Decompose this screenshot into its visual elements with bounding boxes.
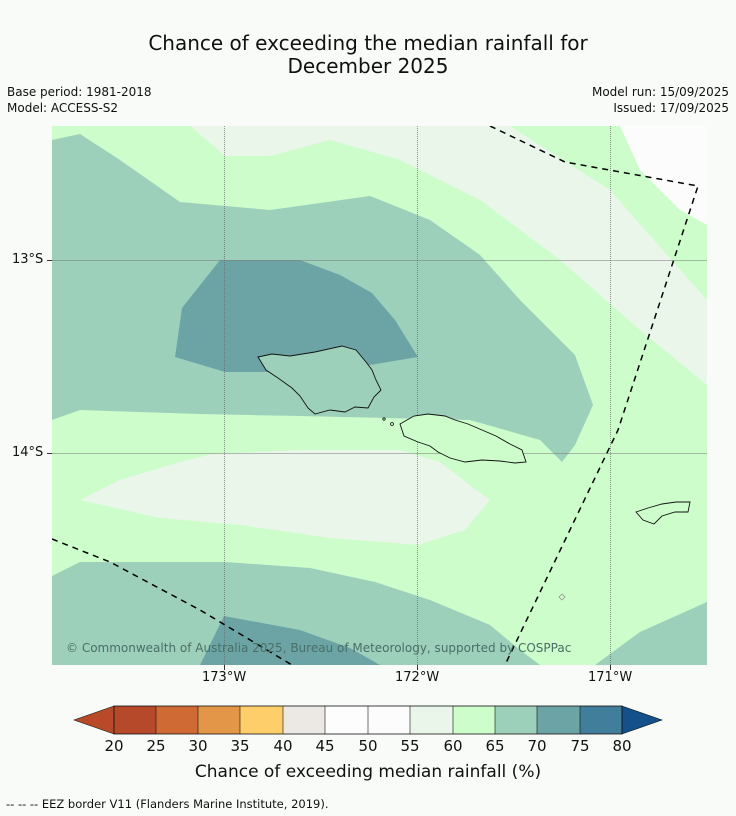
colorbar-tick-75: 75 [570,737,590,755]
colorbar-extend-high [621,705,663,735]
eez-border-west [52,538,293,665]
colorbar-dividers [155,706,581,734]
map-plot-area [52,126,707,665]
colorbar-label: Chance of exceeding median rainfall (%) [194,762,542,782]
colorbar-bin-65-70 [495,706,537,734]
contour-65-70-south [52,562,540,665]
island-rose [558,593,566,601]
colorbar-tick-80: 80 [612,737,632,755]
colorbar-bin-60-65 [453,706,495,734]
lon-label-172w: 172°W [395,670,440,685]
island-small-1 [382,417,386,421]
colorbar-tick-25: 25 [146,737,166,755]
lon-label-171w: 171°W [588,670,633,685]
colorbar-bin-40-45 [283,706,325,734]
colorbar-bin-55-60 [410,706,453,734]
colorbar-tick-60: 60 [443,737,463,755]
meta-left: Base period: 1981-2018 Model: ACCESS-S2 [7,84,152,116]
colorbar-bin-35-40 [240,706,283,734]
colorbar-bin-25-30 [156,706,198,734]
copyright-notice: © Commonwealth of Australia 2025, Bureau… [66,641,572,655]
colorbar-bin-30-35 [198,706,240,734]
eez-border-east [489,126,699,665]
colorbar-tick-20: 20 [104,737,124,755]
map-title-line1: Chance of exceeding the median rainfall … [148,31,588,55]
model-run: Model run: 15/09/2025 [591,85,729,99]
colorbar-bin-50-55 [368,706,410,734]
colorbar-bin-20-25 [114,706,156,734]
base-period: Base period: 1981-2018 [7,85,152,99]
colorbar-tick-45: 45 [315,737,335,755]
colorbar-tick-30: 30 [188,737,208,755]
map-title-line2: December 2025 [287,54,449,78]
colorbar-tick-65: 65 [485,737,505,755]
contour-70-75-south [200,616,380,665]
lat-label-13s: 13°S [12,252,44,267]
contour-55-60-central [80,450,490,545]
colorbar-tick-70: 70 [527,737,547,755]
island-savaii [257,345,382,415]
island-tutuila [635,501,691,525]
model-name: Model: ACCESS-S2 [7,101,119,115]
lon-label-173w: 173°W [202,670,247,685]
contour-70-75-north [175,260,418,372]
contour-50-55-ne [620,126,707,225]
colorbar-bin-45-50 [325,706,368,734]
lat-label-14s: 14°S [12,445,44,460]
contour-65-70-se [595,602,707,665]
colorbar-tick-40: 40 [273,737,293,755]
meta-right: Model run: 15/09/2025 Issued: 17/09/2025 [592,84,729,116]
colorbar-extend-low [73,705,115,735]
colorbar-bin-70-75 [537,706,580,734]
island-upolu [399,413,527,464]
contour-55-60-north [190,126,707,385]
colorbar-tick-55: 55 [400,737,420,755]
issued-date: Issued: 17/09/2025 [613,101,729,115]
colorbar [73,705,663,735]
colorbar-tick-35: 35 [230,737,250,755]
island-small-2 [390,422,394,426]
eez-legend-note: -- -- -- EEZ border V11 (Flanders Marine… [6,797,329,811]
colorbar-bin-75-80 [580,706,622,734]
colorbar-tick-50: 50 [358,737,378,755]
